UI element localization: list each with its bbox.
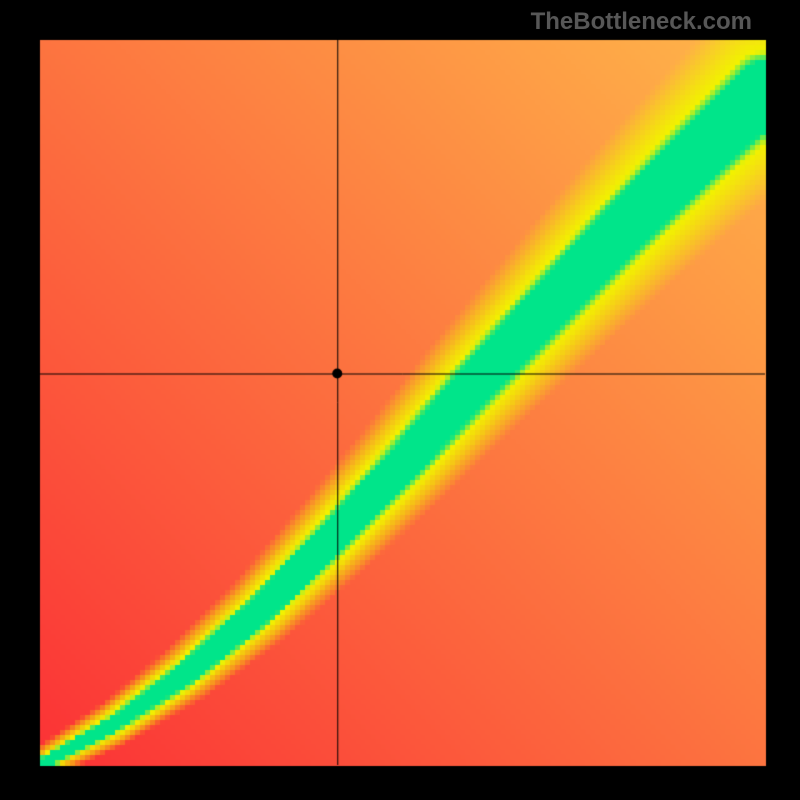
chart-container: TheBottleneck.com bbox=[0, 0, 800, 800]
watermark-text: TheBottleneck.com bbox=[531, 8, 752, 36]
heatmap-canvas bbox=[0, 0, 800, 800]
